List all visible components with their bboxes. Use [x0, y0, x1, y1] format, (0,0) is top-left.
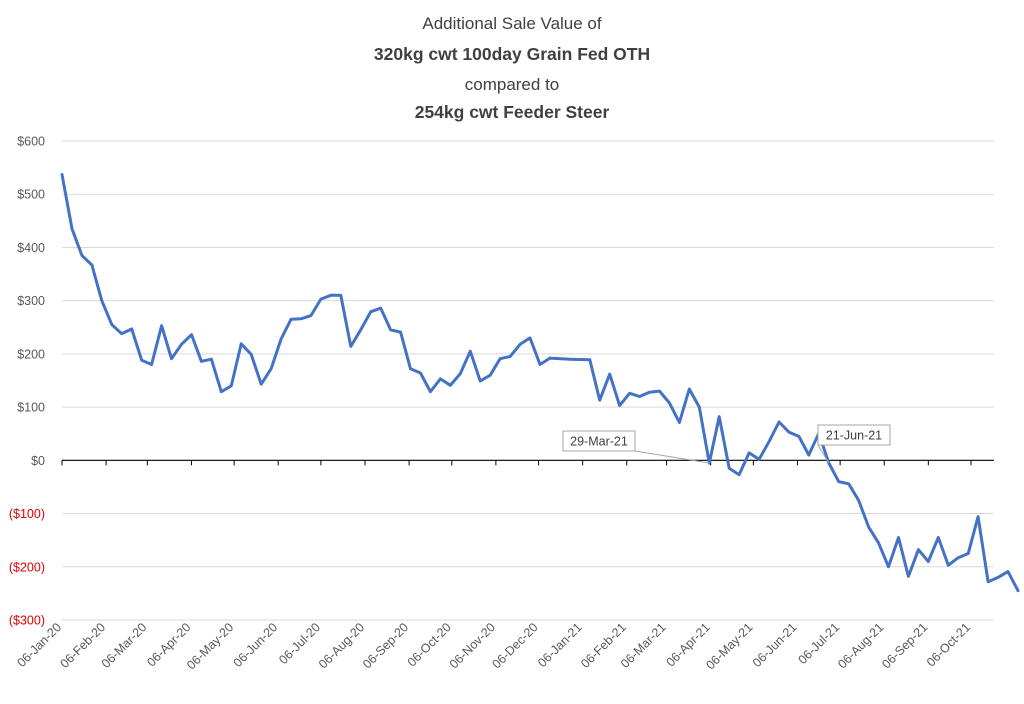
- chart-title-line: 254kg cwt Feeder Steer: [415, 102, 610, 122]
- y-tick-label: $300: [17, 294, 45, 308]
- series-line: [62, 175, 1018, 591]
- y-tick-label: $600: [17, 135, 45, 149]
- y-tick-label: $500: [17, 188, 45, 202]
- x-tick-label: 06-Jun-20: [231, 620, 281, 670]
- y-tick-label: ($300): [9, 614, 45, 628]
- y-tick-label: $200: [17, 347, 45, 361]
- gridlines: [62, 141, 994, 620]
- y-tick-label: $0: [31, 454, 45, 468]
- y-tick-label: $100: [17, 401, 45, 415]
- chart-title: Additional Sale Value of 320kg cwt 100day…: [374, 14, 650, 122]
- chart-title-line: Additional Sale Value of: [422, 14, 602, 33]
- callout-leader-line: [635, 451, 709, 463]
- x-tick-label: 06-Sep-21: [879, 620, 930, 671]
- x-tick-label: 06-Aug-21: [835, 620, 886, 671]
- x-tick-label: 06-Jan-20: [14, 620, 64, 670]
- x-tick-label: 06-Aug-20: [316, 620, 367, 671]
- x-tick-label: 06-Dec-20: [490, 620, 541, 671]
- chart-title-line: compared to: [465, 75, 560, 94]
- x-tick-label: 06-Oct-21: [924, 620, 973, 669]
- series: [62, 174, 1018, 590]
- y-tick-label: ($100): [9, 507, 45, 521]
- x-tick-label: 06-Mar-20: [99, 620, 150, 671]
- x-tick-label: 06-May-21: [703, 620, 755, 672]
- y-axis-ticks: $600 $500 $400 $300 $200 $100 $0 ($100) ($200) ($…: [9, 135, 45, 628]
- y-tick-label: $400: [17, 241, 45, 255]
- callout-label: 29-Mar-21: [570, 435, 628, 449]
- y-tick-label: ($200): [9, 560, 45, 574]
- x-tick-label: 06-May-20: [184, 620, 236, 672]
- x-tick-label: 06-Jan-21: [535, 620, 585, 670]
- x-tick-label: 06-Sep-20: [360, 620, 411, 671]
- x-tick-label: 06-Jul-20: [276, 620, 323, 667]
- callout-label: 21-Jun-21: [826, 429, 882, 443]
- x-tick-label: 06-Jul-21: [796, 620, 843, 667]
- callout: 29-Mar-21: [563, 431, 709, 463]
- callout: 21-Jun-21: [818, 425, 890, 463]
- x-tick-label: 06-Jun-21: [750, 620, 800, 670]
- chart-title-line: 320kg cwt 100day Grain Fed OTH: [374, 44, 650, 64]
